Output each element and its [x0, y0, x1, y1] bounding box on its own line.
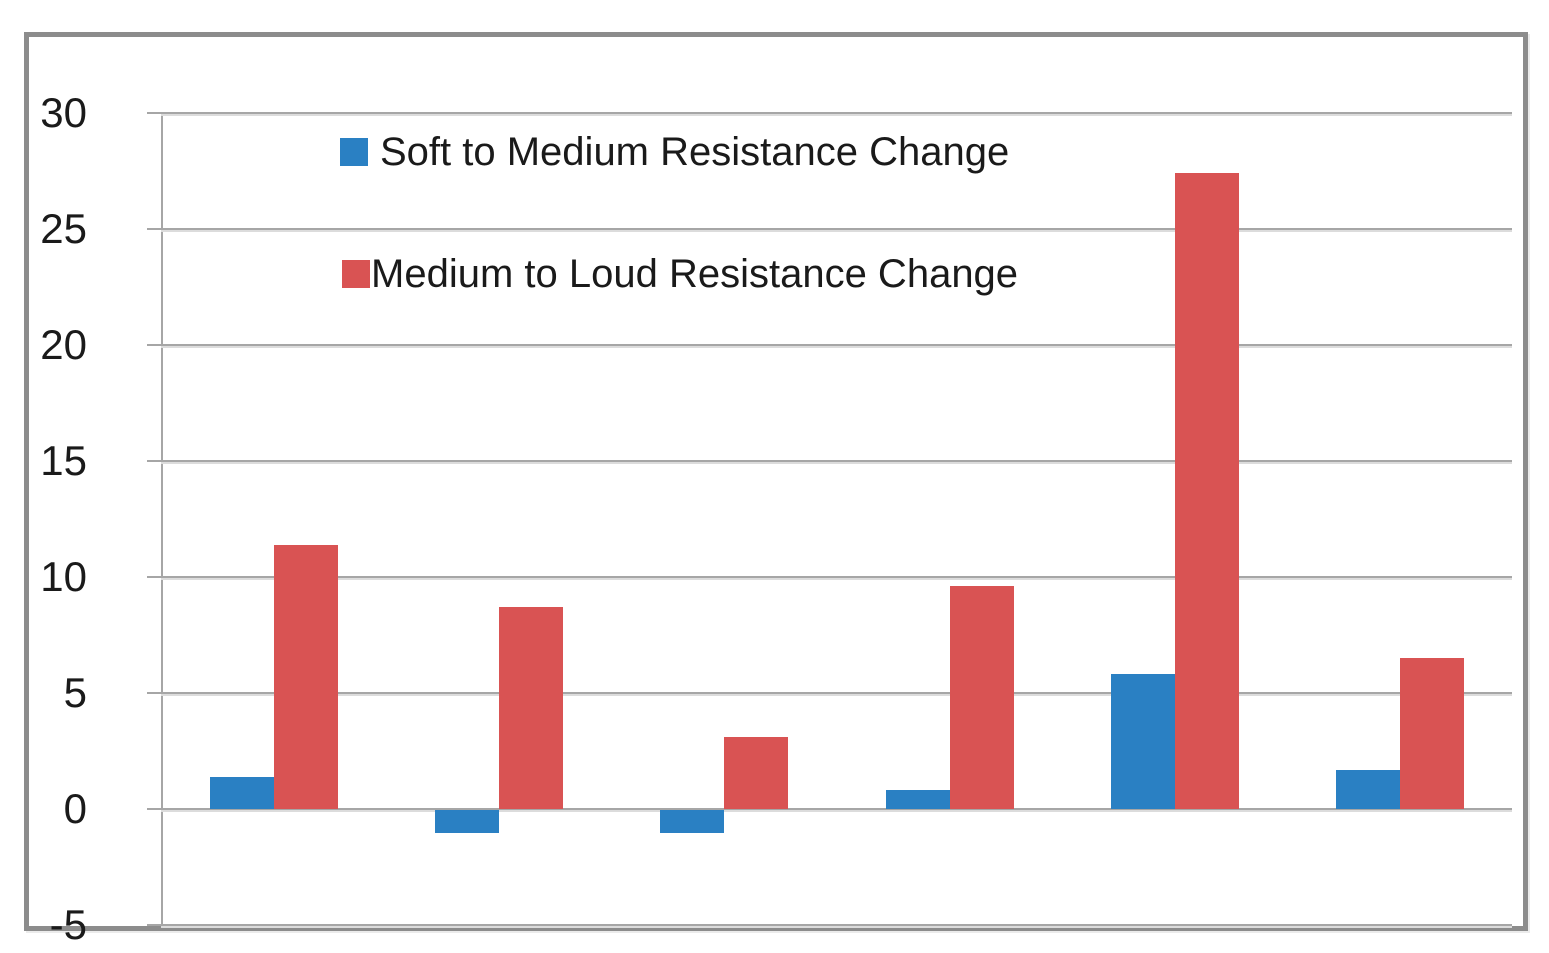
legend-swatch-blue	[340, 138, 368, 166]
bar-medium-to-loud-group-6	[1399, 658, 1464, 809]
y-tick-15	[147, 460, 161, 462]
y-tick-5	[147, 692, 161, 694]
gridline-y-5	[161, 692, 1512, 694]
legend-label-soft-to-medium: Soft to Medium Resistance Change	[380, 130, 1010, 174]
y-tick-label-5: 5	[63, 669, 87, 716]
y-tick-label-30: 30	[40, 89, 87, 136]
y-tick-30	[147, 112, 161, 114]
y-tick-20	[147, 344, 161, 346]
gridline-y--5	[161, 924, 1512, 926]
bar-soft-to-medium-group-6	[1335, 769, 1400, 809]
bar-medium-to-loud-group-2	[499, 607, 564, 809]
bar-soft-to-medium-group-5	[1110, 674, 1175, 809]
plot-area: 30 25 20 15 10 5 0 -5	[40, 92, 1512, 946]
y-tick-label-15: 15	[40, 437, 87, 484]
y-tick-25	[147, 228, 161, 230]
y-tick-0	[147, 808, 161, 810]
bar-soft-to-medium-group-3	[660, 810, 725, 834]
y-tick-10	[147, 576, 161, 578]
y-tick--5	[147, 924, 161, 926]
legend-label-medium-to-loud: Medium to Loud Resistance Change	[371, 252, 1019, 296]
gridline-y-25	[161, 228, 1512, 230]
gridline-y-20	[161, 344, 1512, 346]
y-tick-label--5: -5	[49, 901, 87, 948]
gridline-y-10	[161, 576, 1512, 578]
bar-soft-to-medium-group-4	[885, 790, 950, 809]
y-tick-label-25: 25	[40, 205, 87, 252]
gridline-y-30	[161, 112, 1512, 114]
legend-item-medium-to-loud: Medium to Loud Resistance Change	[342, 254, 1018, 294]
y-axis-line	[161, 113, 163, 925]
bar-soft-to-medium-group-2	[435, 810, 500, 834]
gridline-y-15	[161, 460, 1512, 462]
y-tick-label-20: 20	[40, 321, 87, 368]
bar-medium-to-loud-group-1	[274, 544, 338, 809]
bar-medium-to-loud-group-3	[724, 737, 789, 809]
legend-item-soft-to-medium: Soft to Medium Resistance Change	[340, 132, 1009, 172]
bar-medium-to-loud-group-5	[1174, 173, 1239, 809]
y-tick-label-0: 0	[63, 785, 87, 832]
bar-soft-to-medium-group-1	[210, 776, 274, 809]
y-tick-label-10: 10	[40, 553, 87, 600]
gridline-y-0	[161, 808, 1512, 810]
legend-swatch-red	[342, 260, 370, 288]
bar-medium-to-loud-group-4	[949, 586, 1014, 809]
chart-frame: 30 25 20 15 10 5 0 -5 Soft to Medium Resistance…	[24, 32, 1528, 946]
